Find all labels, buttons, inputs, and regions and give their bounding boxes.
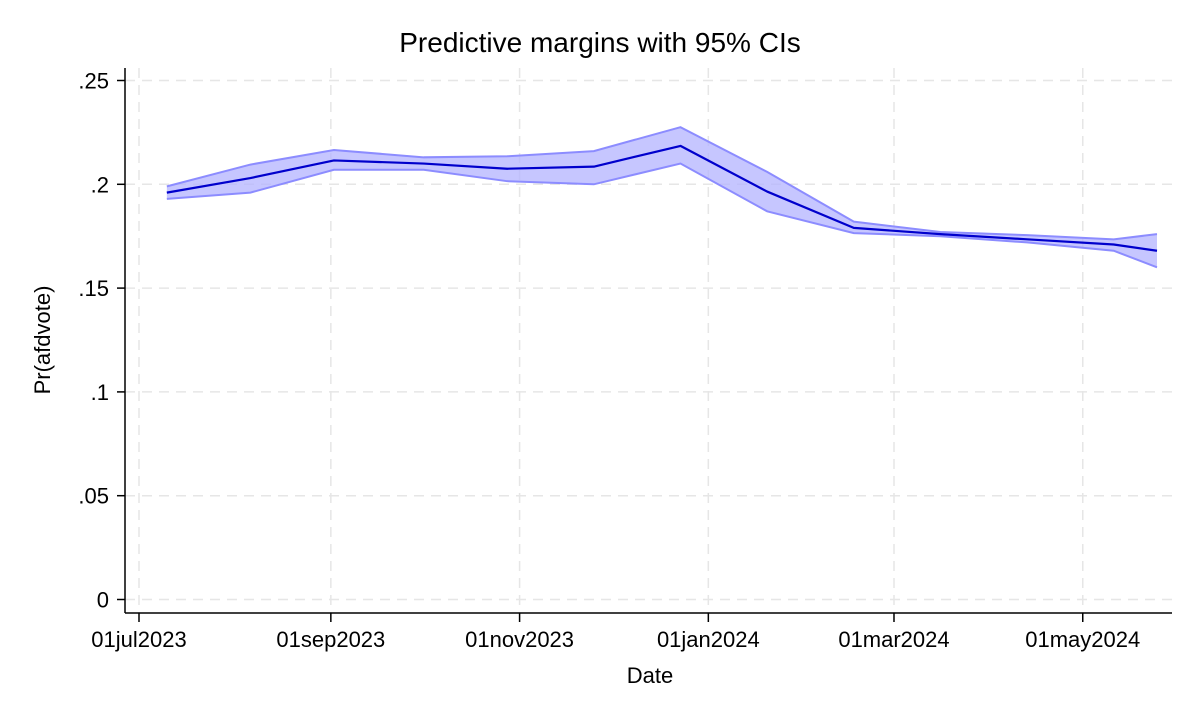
x-tick-label: 01mar2024 [838,627,949,652]
x-tick-label: 01jul2023 [91,627,186,652]
y-tick-label: .2 [91,172,109,197]
x-tick-label: 01nov2023 [465,627,574,652]
y-tick-label: 0 [97,588,109,613]
y-tick-label: .25 [78,69,109,94]
y-axis-title: Pr(afdvote) [30,286,55,395]
x-tick-label: 01sep2023 [276,627,385,652]
ci-band-layer [166,126,1158,269]
ci-upper-edge [166,126,1158,241]
x-tick-label: 01jan2024 [657,627,760,652]
line-layer [166,144,1158,252]
axis-layer: 0 .05 .1 .15 .2 .25 01jul2023 01sep2023 01nov202… [78,68,1172,652]
y-tick-label: .05 [78,484,109,509]
chart-title: Predictive margins with 95% CIs [399,27,800,58]
x-tick-label: 01may2024 [1025,627,1140,652]
y-tick-label: .1 [91,380,109,405]
ci-lower-edge [166,162,1158,269]
ci-band [166,127,1157,268]
y-tick-label: .15 [78,276,109,301]
x-axis-title: Date [627,663,673,688]
